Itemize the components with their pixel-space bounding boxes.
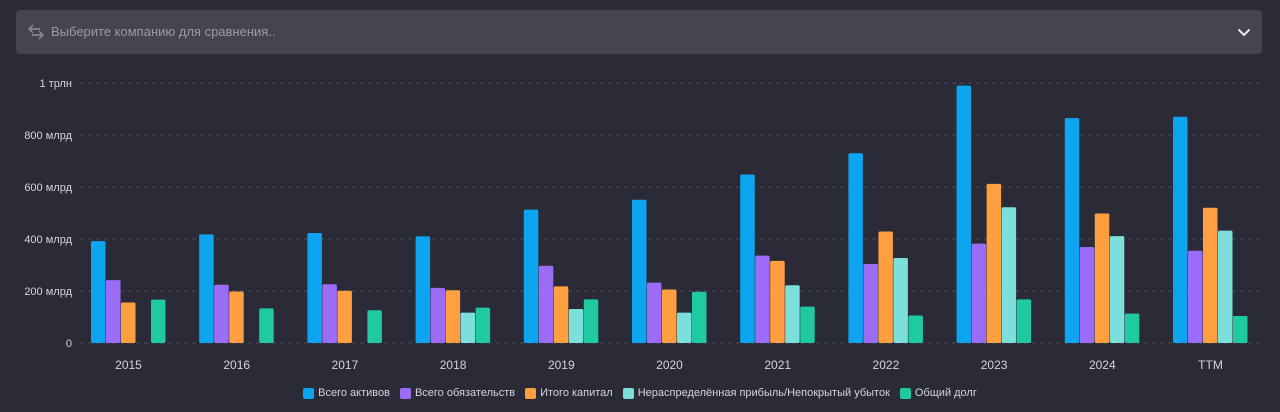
bar[interactable] xyxy=(956,85,972,343)
legend-item[interactable]: Общий долг xyxy=(899,387,977,399)
y-tick-label: 0 xyxy=(66,338,72,350)
legend-swatch xyxy=(899,387,911,399)
bar[interactable] xyxy=(415,236,431,343)
legend-label: Всего активов xyxy=(318,387,390,399)
bar[interactable] xyxy=(1001,207,1017,343)
bar[interactable] xyxy=(1064,118,1080,343)
bar[interactable] xyxy=(662,289,677,343)
bar[interactable] xyxy=(121,302,136,343)
bar[interactable] xyxy=(259,308,274,343)
y-tick-label: 200 млрд xyxy=(24,286,72,298)
bar[interactable] xyxy=(367,310,382,343)
chevron-down-icon[interactable] xyxy=(1236,24,1252,40)
company-compare-select[interactable]: Выберите компанию для сравнения.. xyxy=(16,10,1262,54)
legend-item[interactable]: Всего активов xyxy=(303,387,390,399)
bar[interactable] xyxy=(538,265,554,343)
legend-label: Нераспределённая прибыль/Непокрытый убыт… xyxy=(637,387,890,399)
bar[interactable] xyxy=(568,308,584,343)
company-select-placeholder: Выберите компанию для сравнения.. xyxy=(51,24,276,39)
bar[interactable] xyxy=(445,290,461,343)
x-tick-label: 2016 xyxy=(223,358,250,372)
bar[interactable] xyxy=(770,260,785,343)
bar[interactable] xyxy=(677,312,692,343)
bar[interactable] xyxy=(863,263,878,343)
bar[interactable] xyxy=(307,233,322,343)
legend-item[interactable]: Нераспределённая прибыль/Непокрытый убыт… xyxy=(622,387,890,399)
x-tick-label: 2024 xyxy=(1089,358,1116,372)
bar[interactable] xyxy=(229,291,244,343)
bar[interactable] xyxy=(460,312,476,343)
bar[interactable] xyxy=(322,284,337,343)
legend-item[interactable]: Всего обязательств xyxy=(399,387,516,399)
bar[interactable] xyxy=(553,286,569,343)
bar[interactable] xyxy=(1188,250,1203,343)
bar[interactable] xyxy=(632,199,647,343)
y-tick-label: 800 млрд xyxy=(24,130,72,142)
bar[interactable] xyxy=(475,307,491,343)
bar[interactable] xyxy=(1233,315,1248,343)
bar[interactable] xyxy=(583,299,599,343)
bar[interactable] xyxy=(800,306,815,343)
bar[interactable] xyxy=(1079,247,1095,343)
bar[interactable] xyxy=(91,241,106,343)
x-tick-label: 2019 xyxy=(548,358,575,372)
balance-sheet-chart: 0 200 млрд 400 млрд 600 млрд 800 млрд 1 трлн 2… xyxy=(24,78,1262,372)
chart-legend: Всего активов Всего обязательств Итого кап… xyxy=(0,387,1280,399)
bar[interactable] xyxy=(755,255,770,343)
bar[interactable] xyxy=(337,290,352,343)
bar[interactable] xyxy=(106,280,121,343)
x-tick-label: TTM xyxy=(1198,358,1223,372)
bar[interactable] xyxy=(214,284,229,343)
legend-swatch xyxy=(303,387,315,399)
bar[interactable] xyxy=(1173,116,1188,343)
y-tick-label: 600 млрд xyxy=(24,182,72,194)
bar[interactable] xyxy=(893,257,908,343)
legend-label: Итого капитал xyxy=(540,387,613,399)
bar[interactable] xyxy=(523,209,539,343)
bar[interactable] xyxy=(1203,207,1218,343)
bar[interactable] xyxy=(1109,236,1125,343)
legend-swatch xyxy=(525,387,537,399)
swap-arrows-icon xyxy=(28,24,44,40)
bar[interactable] xyxy=(692,291,707,343)
bar[interactable] xyxy=(971,243,987,343)
y-tick-label: 1 трлн xyxy=(40,78,72,90)
legend-label: Общий долг xyxy=(914,387,977,399)
bar[interactable] xyxy=(647,282,662,343)
bar[interactable] xyxy=(1016,299,1032,343)
legend-label: Всего обязательств xyxy=(414,387,516,399)
x-tick-label: 2021 xyxy=(764,358,791,372)
legend-swatch xyxy=(399,387,411,399)
x-tick-label: 2023 xyxy=(981,358,1008,372)
bar[interactable] xyxy=(848,153,863,343)
legend-item[interactable]: Итого капитал xyxy=(525,387,613,399)
y-tick-label: 400 млрд xyxy=(24,234,72,246)
bar[interactable] xyxy=(151,299,166,343)
bar[interactable] xyxy=(986,183,1002,343)
bar[interactable] xyxy=(199,234,214,343)
bar[interactable] xyxy=(785,285,800,343)
legend-swatch xyxy=(622,387,634,399)
bar[interactable] xyxy=(1218,230,1233,343)
x-tick-label: 2017 xyxy=(332,358,359,372)
bar[interactable] xyxy=(1124,313,1140,343)
bar[interactable] xyxy=(878,231,893,343)
x-tick-label: 2015 xyxy=(115,358,142,372)
bar[interactable] xyxy=(908,315,923,343)
x-tick-label: 2020 xyxy=(656,358,683,372)
bar[interactable] xyxy=(430,287,446,343)
bar[interactable] xyxy=(1094,213,1110,343)
x-tick-label: 2022 xyxy=(873,358,900,372)
bar[interactable] xyxy=(740,174,755,343)
x-tick-label: 2018 xyxy=(440,358,467,372)
